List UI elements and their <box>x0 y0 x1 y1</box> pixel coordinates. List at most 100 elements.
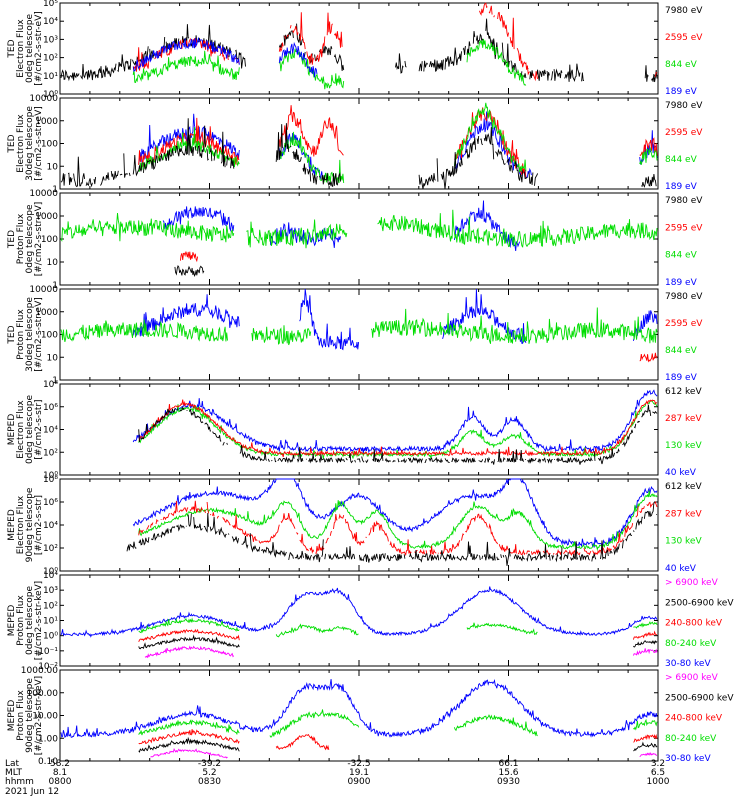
y-axis-label: [#/cm2-s-str-keV] <box>34 676 44 755</box>
y-tick-label: 100 <box>41 331 58 341</box>
series-trace <box>60 209 658 249</box>
panel-frame <box>59 574 659 667</box>
legend-entry: 844 eV <box>665 60 698 70</box>
y-tick-label: 10⁰ <box>43 90 58 100</box>
legend-entry: 844 eV <box>665 251 698 261</box>
legend-entry: 287 keV <box>665 414 702 424</box>
y-tick-label: 0.10 <box>38 757 58 767</box>
y-axis-label: [#/cm2-s-str-eV] <box>34 106 44 181</box>
y-tick-label: 10² <box>43 54 58 64</box>
y-axis-label: MEPED <box>7 509 17 541</box>
x-tick-label: 0900 <box>348 777 371 787</box>
y-tick-label: 10000 <box>29 285 58 295</box>
legend-entry: 2595 eV <box>665 128 703 138</box>
y-axis-label: TED <box>7 134 17 153</box>
legend-entry: 40 keV <box>665 468 697 478</box>
legend-entry: 844 eV <box>665 155 698 165</box>
y-tick-label: 1000 <box>35 212 58 222</box>
y-axis-label: Electron Flux <box>16 19 26 78</box>
y-axis-label: MEPED <box>7 605 17 637</box>
legend-entry: 7980 eV <box>665 101 703 111</box>
y-tick-label: 10⁶ <box>43 498 58 508</box>
y-tick-label: 10⁻² <box>38 662 58 672</box>
y-axis-label: 0deg telescope <box>25 395 35 465</box>
legend-entry: 240-800 keV <box>665 714 723 724</box>
panel-frame <box>59 478 659 572</box>
series-trace <box>60 679 658 739</box>
legend-entry: 844 eV <box>665 346 698 356</box>
panel-2: 1 10 100 1000 10000 TED Electron Flux 30deg tel… <box>7 94 703 195</box>
x-row-label: hhmm <box>5 777 34 787</box>
y-tick-label: 10⁰ <box>43 567 58 577</box>
y-tick-label: 10⁴ <box>43 571 58 581</box>
y-tick-label: 10⁸ <box>43 380 58 390</box>
y-tick-label: 1 <box>52 281 58 291</box>
x-tick-label: 0800 <box>49 777 72 787</box>
series-trace <box>138 736 658 753</box>
y-tick-label: 10 <box>47 162 59 172</box>
series-trace <box>174 265 205 278</box>
series-trace <box>132 36 318 78</box>
legend-entry: 189 eV <box>665 373 698 383</box>
y-tick-label: 10⁰ <box>43 471 58 481</box>
legend-entry: 130 keV <box>665 441 702 451</box>
legend-entry: 7980 eV <box>665 292 703 302</box>
y-tick-label: 1.00 <box>38 734 58 744</box>
y-tick-label: 1000 <box>35 308 58 318</box>
y-tick-label: 10² <box>43 544 58 554</box>
y-tick-label: 10⁰ <box>43 632 58 642</box>
series-trace <box>138 729 658 751</box>
series-trace <box>179 251 199 263</box>
y-tick-label: 10 <box>47 353 59 363</box>
y-tick-label: 10.00 <box>32 712 58 722</box>
series-trace <box>150 748 658 759</box>
x-tick-label: 6.5 <box>651 768 665 778</box>
legend-entry: 2595 eV <box>665 223 703 233</box>
series-trace <box>162 200 521 252</box>
x-tick-label: 19.1 <box>349 768 369 778</box>
panel-4: 1 10 100 1000 10000 TED Proton Flux 30deg teles… <box>7 285 703 386</box>
series-trace <box>138 709 658 738</box>
y-tick-label: 10⁴ <box>43 426 58 436</box>
x-tick-label: 58.2 <box>50 759 70 769</box>
y-axis-label: [#/cm2-s-str-keV] <box>34 581 44 660</box>
series-trace <box>138 400 658 460</box>
legend-entry: 240-800 keV <box>665 619 723 629</box>
series-trace <box>138 105 658 178</box>
y-tick-label: 1000 <box>35 117 58 127</box>
series-trace <box>138 617 658 638</box>
y-tick-label: 10⁶ <box>43 403 58 413</box>
series-trace <box>138 500 658 557</box>
x-tick-label: -32.5 <box>347 759 370 769</box>
series-trace <box>60 586 658 638</box>
y-axis-label: Proton Flux <box>16 309 26 360</box>
series-trace <box>144 645 658 659</box>
y-axis-label: Electron Flux <box>16 400 26 459</box>
series-trace <box>126 502 658 566</box>
legend-entry: 7980 eV <box>665 6 703 16</box>
y-tick-label: 10⁴ <box>43 17 58 27</box>
legend-entry: > 6900 keV <box>665 673 719 683</box>
panel-frame <box>59 2 659 95</box>
panel-3: 1 10 100 1000 10000 TED Proton Flux 0deg telesc… <box>7 189 703 291</box>
y-axis-label: Proton Flux <box>16 213 26 264</box>
series-trace <box>132 389 658 454</box>
y-tick-label: 10³ <box>43 35 58 45</box>
series-trace <box>60 307 658 346</box>
y-tick-label: 10000 <box>29 94 58 104</box>
y-axis-label: 30deg telescope <box>25 106 35 181</box>
x-tick-label: 1000 <box>647 777 670 787</box>
series-trace <box>138 404 658 465</box>
x-row-label: MLT <box>5 768 23 778</box>
x-tick-label: 15.6 <box>498 768 518 778</box>
y-tick-label: 10 <box>47 258 59 268</box>
x-tick-label: -39.2 <box>198 759 221 769</box>
panel-6: 10⁰ 10² 10⁴ 10⁶ 10⁸ MEPED Electron Flux 90deg t… <box>7 475 702 577</box>
series-trace <box>138 634 658 650</box>
y-tick-label: 1 <box>52 185 58 195</box>
x-tick-label: 0930 <box>497 777 520 787</box>
y-axis-label: TED <box>7 230 17 249</box>
legend-entry: 2595 eV <box>665 33 703 43</box>
series-trace <box>60 18 658 83</box>
